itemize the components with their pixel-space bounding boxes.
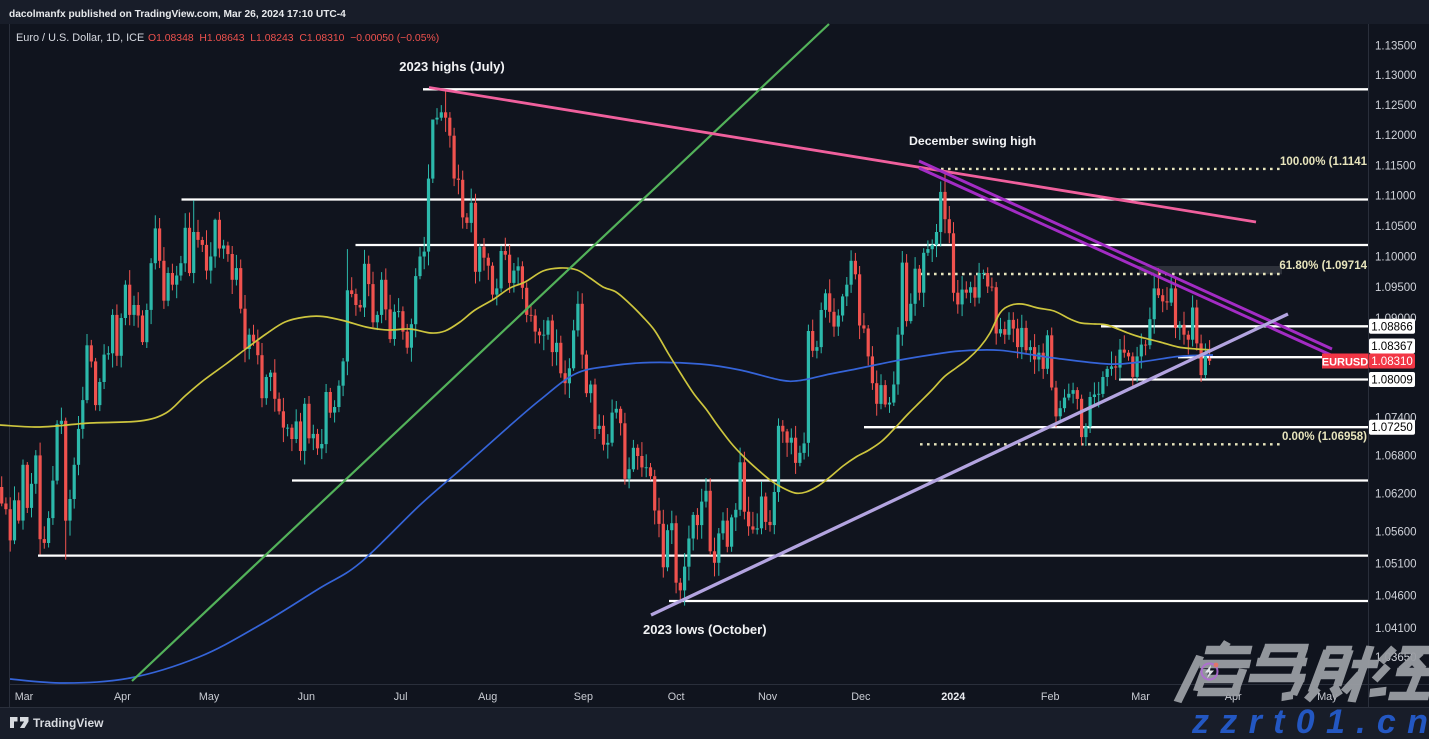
svg-text:1.05100: 1.05100 [1375, 558, 1417, 570]
svg-text:Euro / U.S. Dollar, 1D, ICE: Euro / U.S. Dollar, 1D, ICE [16, 32, 144, 44]
svg-text:0.00% (1.06958): 0.00% (1.06958) [1282, 431, 1367, 443]
svg-text:1.04100: 1.04100 [1375, 623, 1417, 635]
svg-text:1.09500: 1.09500 [1375, 282, 1417, 294]
svg-text:Oct: Oct [668, 691, 685, 703]
svg-text:1.10500: 1.10500 [1375, 221, 1417, 233]
svg-text:Mar: Mar [1131, 691, 1150, 703]
svg-text:1.05600: 1.05600 [1375, 527, 1417, 539]
svg-text:2023 highs (July): 2023 highs (July) [399, 59, 504, 74]
svg-text:1.06800: 1.06800 [1375, 450, 1417, 462]
svg-text:Sep: Sep [574, 691, 593, 703]
svg-text:Feb: Feb [1041, 691, 1060, 703]
svg-text:1.11000: 1.11000 [1375, 191, 1416, 203]
svg-text:1.11500: 1.11500 [1375, 160, 1416, 172]
svg-text:61.80% (1.09714: 61.80% (1.09714 [1279, 260, 1367, 272]
svg-text:Jul: Jul [394, 691, 408, 703]
svg-text:May: May [199, 691, 220, 703]
svg-text:1.08866: 1.08866 [1371, 321, 1413, 333]
svg-text:December swing high: December swing high [909, 134, 1036, 148]
svg-text:100.00% (1.1141: 100.00% (1.1141 [1280, 156, 1368, 168]
svg-text:Nov: Nov [758, 691, 778, 703]
svg-text:1.10000: 1.10000 [1375, 252, 1417, 264]
svg-text:dacolmanfx published on Tradin: dacolmanfx published on TradingView.com,… [9, 9, 346, 20]
svg-text:1.07250: 1.07250 [1371, 422, 1413, 434]
svg-text:1.04600: 1.04600 [1375, 591, 1417, 603]
svg-text:zzrt01.cn: zzrt01.cn [1191, 703, 1429, 739]
svg-text:Aug: Aug [478, 691, 497, 703]
svg-text:2023 lows (October): 2023 lows (October) [643, 622, 767, 637]
svg-text:Jun: Jun [298, 691, 315, 703]
svg-text:1.08310: 1.08310 [1371, 356, 1413, 368]
svg-text:O1.08348 H1.08643 L1.08243: O1.08348 H1.08643 L1.08243 C1.08310 −0.0… [148, 33, 439, 44]
svg-text:Dec: Dec [851, 691, 871, 703]
svg-text:1.13000: 1.13000 [1375, 70, 1417, 82]
svg-text:EURUSD: EURUSD [1322, 357, 1369, 369]
svg-text:TradingView: TradingView [33, 716, 104, 730]
svg-text:1.06200: 1.06200 [1375, 488, 1417, 500]
svg-text:1.12500: 1.12500 [1375, 100, 1417, 112]
svg-text:1.08009: 1.08009 [1371, 375, 1413, 387]
svg-text:1.12000: 1.12000 [1375, 130, 1417, 142]
svg-text:Mar: Mar [15, 691, 34, 703]
svg-text:1.13500: 1.13500 [1375, 41, 1417, 53]
svg-text:2024: 2024 [941, 691, 965, 703]
svg-text:Apr: Apr [114, 691, 131, 703]
svg-text:1.08367: 1.08367 [1371, 341, 1413, 353]
